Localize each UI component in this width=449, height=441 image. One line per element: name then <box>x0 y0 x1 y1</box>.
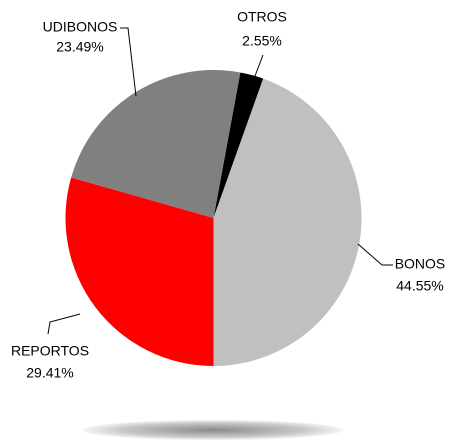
slice-label: REPORTOS <box>11 343 89 359</box>
pie-slice <box>213 78 362 366</box>
leader-line <box>254 54 264 77</box>
pie-slice <box>65 177 214 366</box>
pie <box>65 70 362 366</box>
leader-line <box>120 27 137 97</box>
slice-value-label: 23.49% <box>56 39 103 55</box>
slice-value-label: 29.41% <box>26 365 73 381</box>
leader-line <box>357 243 393 266</box>
slice-value-label: 2.55% <box>242 33 282 49</box>
slice-label: UDIBONOS <box>43 19 118 35</box>
leader-line <box>47 313 81 335</box>
labels: OTROS 2.55% BONOS 44.55% REPORTOS 29.41% UDIBO… <box>11 9 445 381</box>
pie-shadow <box>83 420 343 440</box>
slice-label: OTROS <box>237 9 287 25</box>
pie-slice <box>71 70 241 219</box>
pie-slice <box>213 72 264 219</box>
slice-label: BONOS <box>395 256 446 272</box>
slice-value-label: 44.55% <box>396 278 443 294</box>
